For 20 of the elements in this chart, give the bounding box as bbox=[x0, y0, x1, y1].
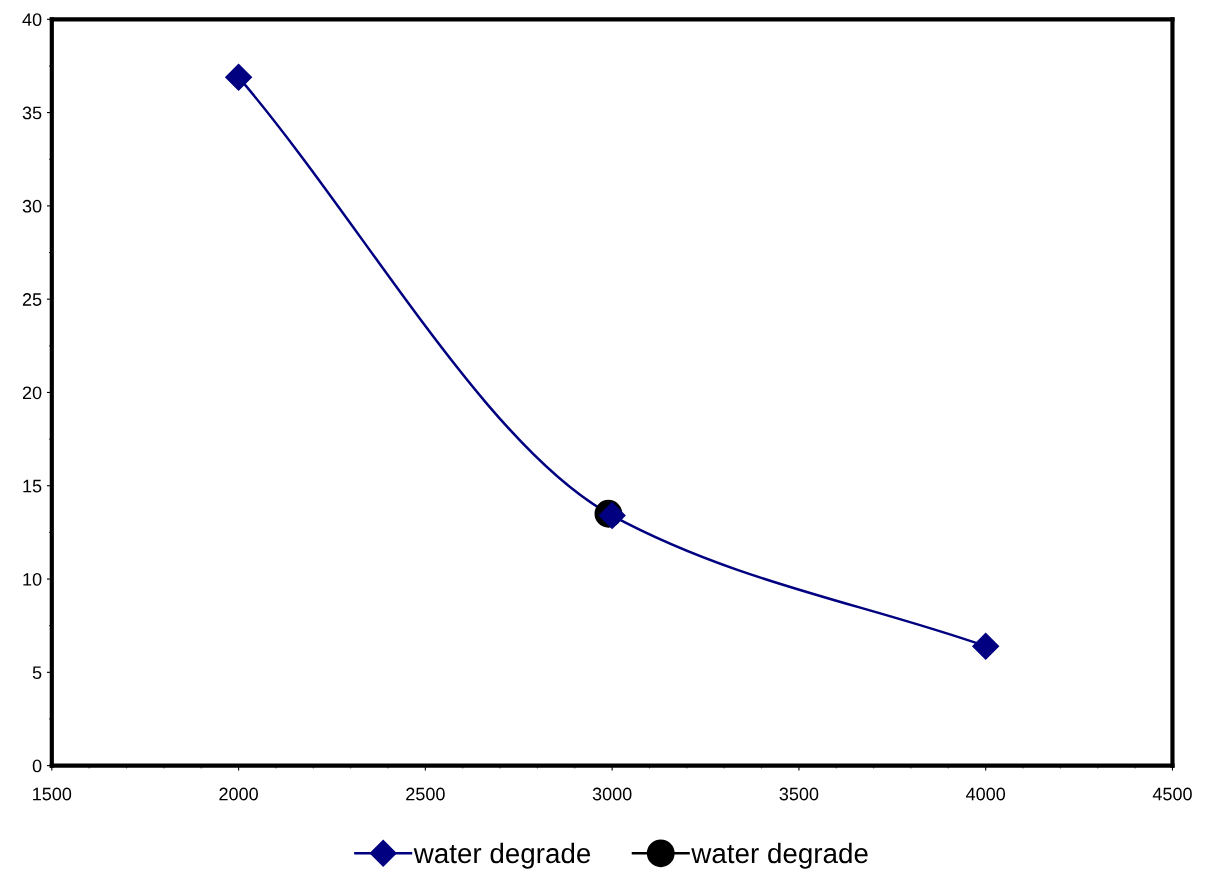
x-tick-label: 2000 bbox=[219, 787, 258, 801]
y-tick-label: 25 bbox=[22, 293, 42, 306]
x-tick-label: 3000 bbox=[592, 787, 632, 801]
y-tick-label: 0 bbox=[32, 759, 42, 773]
y-tick-label: 35 bbox=[22, 106, 42, 120]
y-tick-label: 40 bbox=[22, 13, 42, 27]
point bbox=[972, 632, 1000, 660]
y-tick-label: 20 bbox=[22, 386, 42, 400]
y-tick-label: 15 bbox=[23, 479, 42, 493]
y-tick-label: 30 bbox=[22, 199, 42, 213]
legend-label: water degrade bbox=[691, 842, 868, 869]
legend-label: water degrade bbox=[413, 842, 591, 869]
y-tick-label: 5 bbox=[32, 666, 42, 680]
point bbox=[225, 63, 253, 91]
x-tick-label: 3500 bbox=[779, 787, 819, 801]
x-tick-label: 4500 bbox=[1152, 787, 1192, 801]
x-tick-label: 4000 bbox=[966, 787, 1006, 801]
x-tick-label: 1500 bbox=[33, 787, 72, 801]
x-tick-label: 2500 bbox=[406, 787, 445, 801]
y-tick-label: 10 bbox=[23, 572, 42, 586]
